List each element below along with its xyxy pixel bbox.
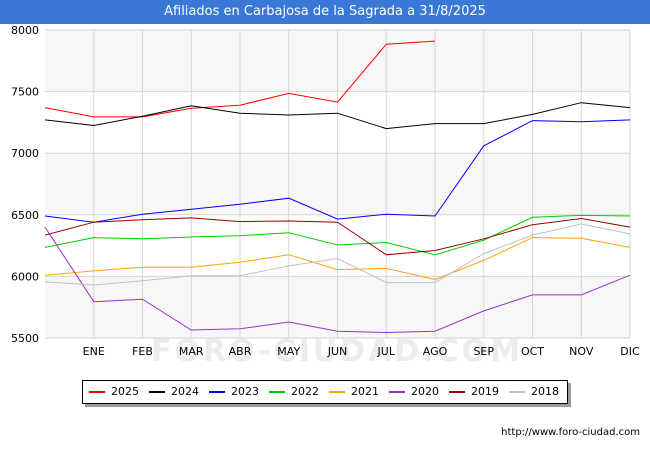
chart-title: Afiliados en Carbajosa de la Sagrada a 3…	[0, 0, 650, 24]
legend-swatch	[449, 391, 465, 393]
source-url: http://www.foro-ciudad.com	[501, 427, 640, 438]
x-tick-label: OCT	[521, 345, 544, 358]
x-tick-label: ENE	[83, 345, 105, 358]
x-tick-label: ABR	[229, 345, 252, 358]
legend-label: 2022	[291, 385, 319, 398]
legend-swatch	[329, 391, 345, 393]
series-line-2020	[44, 226, 631, 334]
legend-item-2025: 2025	[89, 381, 139, 403]
legend-item-2024: 2024	[149, 381, 199, 403]
legend-label: 2024	[171, 385, 199, 398]
series-line-2025	[44, 40, 436, 118]
y-tick-label: 6000	[11, 270, 39, 283]
watermark-text: FORO-CIUDAD.COM	[151, 334, 523, 369]
legend-swatch	[89, 391, 105, 393]
legend-label: 2019	[471, 385, 499, 398]
legend-item-2018: 2018	[509, 381, 559, 403]
y-tick-label: 6500	[11, 209, 39, 222]
legend-swatch	[509, 391, 525, 393]
chart-legend: 2025 2024 2023 2022 2021 2020 2019 2018	[82, 380, 568, 404]
x-tick-label: AGO	[423, 345, 448, 358]
legend-item-2021: 2021	[329, 381, 379, 403]
x-tick-label: DIC	[620, 345, 640, 358]
legend-swatch	[209, 391, 225, 393]
legend-item-2019: 2019	[449, 381, 499, 403]
series-line-2018	[44, 223, 631, 286]
y-tick-label: 7500	[11, 86, 39, 99]
legend-item-2023: 2023	[209, 381, 259, 403]
series-line-2023	[44, 119, 631, 223]
y-tick-label: 8000	[11, 24, 39, 37]
legend-label: 2023	[231, 385, 259, 398]
legend-swatch	[389, 391, 405, 393]
legend-item-2022: 2022	[269, 381, 319, 403]
legend-swatch	[149, 391, 165, 393]
legend-label: 2021	[351, 385, 379, 398]
x-tick-label: MAY	[277, 345, 300, 358]
series-line-2021	[44, 237, 631, 281]
x-tick-label: JUL	[377, 345, 396, 358]
y-tick-label: 7000	[11, 147, 39, 160]
legend-item-2020: 2020	[389, 381, 439, 403]
x-tick-label: NOV	[569, 345, 594, 358]
x-tick-label: FEB	[132, 345, 153, 358]
x-tick-label: SEP	[473, 345, 494, 358]
legend-label: 2018	[531, 385, 559, 398]
legend-swatch	[269, 391, 285, 393]
legend-label: 2020	[411, 385, 439, 398]
series-line-2019	[44, 217, 631, 256]
x-tick-label: JUN	[327, 345, 348, 358]
series-line-2024	[44, 102, 631, 130]
legend-label: 2025	[111, 385, 139, 398]
y-tick-label: 5500	[11, 332, 39, 345]
series-line-2022	[44, 214, 631, 256]
x-tick-label: MAR	[179, 345, 204, 358]
